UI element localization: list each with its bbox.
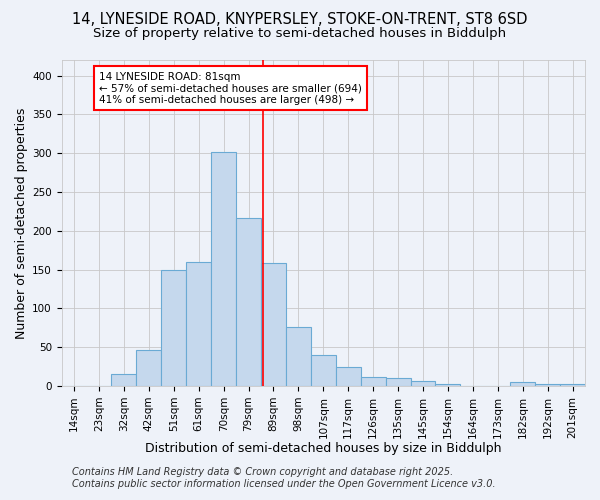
Text: Contains HM Land Registry data © Crown copyright and database right 2025.
Contai: Contains HM Land Registry data © Crown c… (72, 468, 496, 489)
Bar (436, 384, 460, 386)
Bar (510, 382, 535, 386)
Bar (136, 350, 161, 386)
Bar (336, 368, 361, 386)
Text: Size of property relative to semi-detached houses in Biddulph: Size of property relative to semi-detach… (94, 28, 506, 40)
Bar (186, 262, 211, 386)
Bar (286, 327, 311, 386)
Y-axis label: Number of semi-detached properties: Number of semi-detached properties (15, 108, 28, 338)
Bar (311, 355, 336, 386)
Bar (236, 218, 261, 386)
Text: 14, LYNESIDE ROAD, KNYPERSLEY, STOKE-ON-TRENT, ST8 6SD: 14, LYNESIDE ROAD, KNYPERSLEY, STOKE-ON-… (72, 12, 528, 28)
Bar (361, 376, 386, 386)
Bar (161, 270, 186, 386)
Bar (112, 374, 136, 386)
Bar (410, 380, 436, 386)
Bar (261, 264, 286, 386)
Bar (535, 384, 560, 386)
X-axis label: Distribution of semi-detached houses by size in Biddulph: Distribution of semi-detached houses by … (145, 442, 502, 455)
Bar (386, 378, 410, 386)
Bar (211, 152, 236, 386)
Text: 14 LYNESIDE ROAD: 81sqm
← 57% of semi-detached houses are smaller (694)
41% of s: 14 LYNESIDE ROAD: 81sqm ← 57% of semi-de… (99, 72, 362, 105)
Bar (560, 384, 585, 386)
